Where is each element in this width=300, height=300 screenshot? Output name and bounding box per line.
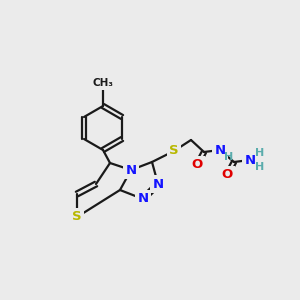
Text: N: N	[137, 193, 148, 206]
Text: CH₃: CH₃	[92, 78, 113, 88]
Text: N: N	[214, 143, 226, 157]
Text: H: H	[255, 148, 265, 158]
Text: S: S	[169, 145, 179, 158]
Text: N: N	[152, 178, 164, 190]
Text: H: H	[224, 152, 234, 162]
Text: O: O	[221, 169, 233, 182]
Text: H: H	[255, 162, 265, 172]
Text: N: N	[125, 164, 136, 176]
Text: S: S	[72, 211, 82, 224]
Text: O: O	[191, 158, 203, 172]
Text: N: N	[244, 154, 256, 166]
